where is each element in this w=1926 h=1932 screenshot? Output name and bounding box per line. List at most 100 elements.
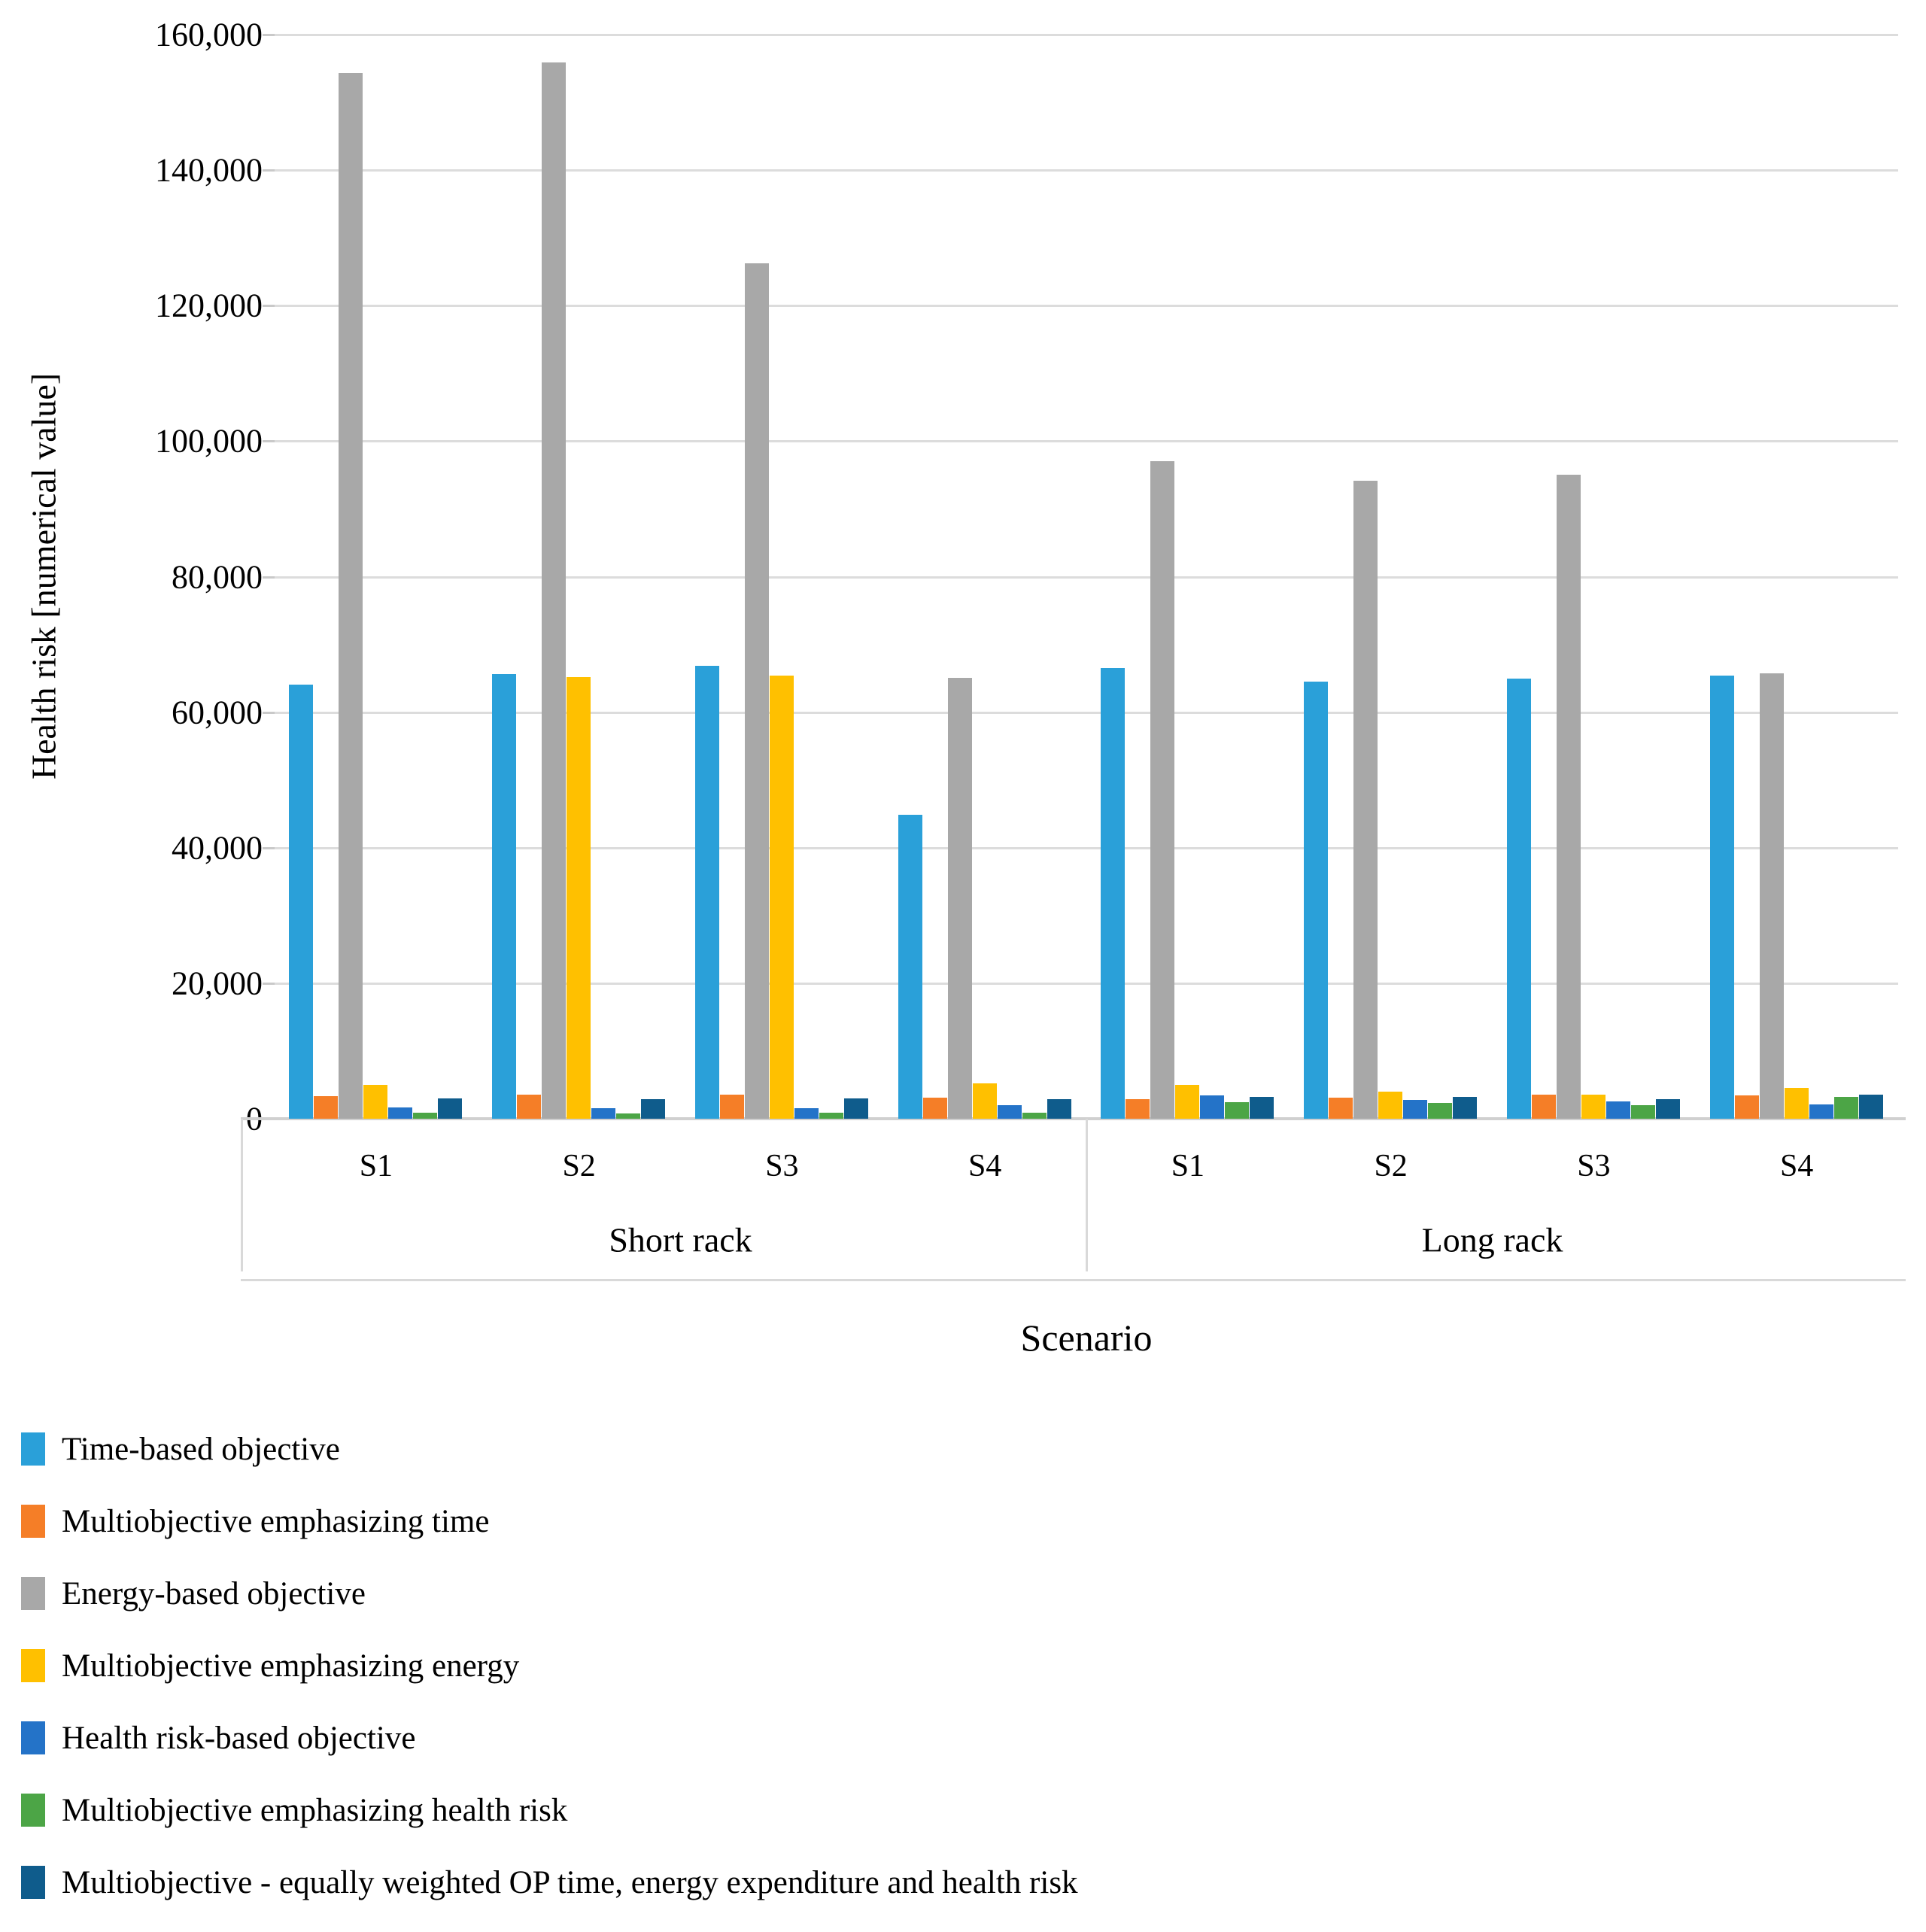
bar-S2-series4	[1378, 1091, 1403, 1119]
bar-S4-series7	[1858, 1095, 1883, 1119]
gridline-40,000	[275, 846, 1898, 849]
bar-S2-series1	[1304, 682, 1329, 1119]
gridline-160,000	[275, 34, 1898, 36]
x-category-label: S3	[1577, 1149, 1611, 1183]
y-tick-label: 140,000	[155, 151, 263, 189]
legend-item: Multiobjective emphasizing time	[21, 1499, 489, 1544]
bar-S3-series6	[819, 1112, 843, 1119]
category-band-left-border	[241, 1119, 243, 1271]
bar-S1-series2	[1126, 1098, 1150, 1119]
bar-S3-series7	[1655, 1098, 1680, 1119]
bar-S3-series4	[1581, 1095, 1606, 1119]
x-axis-title: Scenario	[1020, 1317, 1153, 1359]
bar-S3-series5	[1606, 1101, 1630, 1119]
legend-label: Multiobjective emphasizing health risk	[62, 1792, 568, 1828]
legend-swatch-series3	[21, 1577, 45, 1610]
bar-S1-series3	[1150, 461, 1175, 1119]
legend-swatch-series4	[21, 1649, 45, 1682]
bar-S1-series1	[289, 684, 314, 1119]
y-axis-tick	[263, 34, 275, 36]
panel-label-long-rack: Long rack	[1421, 1220, 1563, 1259]
bar-S1-series5	[388, 1107, 413, 1119]
x-category-label: S2	[1374, 1149, 1408, 1183]
legend-label: Health risk-based objective	[62, 1720, 416, 1756]
gridline-120,000	[275, 305, 1898, 308]
x-category-label: S4	[968, 1149, 1002, 1183]
legend-swatch-series6	[21, 1794, 45, 1827]
legend-item: Health risk-based objective	[21, 1715, 415, 1760]
y-tick-label: 20,000	[172, 964, 263, 1002]
legend-label: Multiobjective emphasizing time	[62, 1503, 490, 1539]
legend-label: Multiobjective - equally weighted OP tim…	[62, 1864, 1078, 1900]
x-category-label: S1	[1171, 1149, 1205, 1183]
bar-S1-series4	[1175, 1084, 1200, 1119]
y-tick-label: 40,000	[172, 829, 263, 867]
bar-S1-series1	[1101, 668, 1126, 1119]
legend-swatch-series7	[21, 1866, 45, 1899]
bar-S4-series4	[972, 1083, 997, 1119]
y-tick-label: 60,000	[172, 694, 263, 731]
legend-label: Energy-based objective	[62, 1575, 366, 1612]
y-tick-label: 0	[74, 1100, 263, 1138]
x-category-label: S2	[562, 1149, 596, 1183]
bar-S4-series4	[1784, 1087, 1809, 1119]
bar-S1-series5	[1200, 1095, 1225, 1119]
bar-S1-series7	[1250, 1097, 1274, 1119]
bar-S1-series7	[438, 1098, 463, 1119]
legend-swatch-series5	[21, 1721, 45, 1754]
bar-S4-series5	[1809, 1104, 1833, 1119]
bar-S4-series5	[997, 1104, 1022, 1119]
bar-S3-series3	[744, 263, 769, 1119]
y-axis-tick	[263, 576, 275, 579]
y-tick-label: 160,000	[155, 16, 263, 53]
legend-swatch-series1	[21, 1432, 45, 1466]
bar-S2-series3	[542, 62, 567, 1119]
bar-S3-series4	[769, 675, 794, 1119]
bar-S2-series5	[591, 1108, 616, 1119]
y-tick-label: 100,000	[155, 422, 263, 460]
bar-S4-series1	[1709, 675, 1734, 1119]
bar-S1-series6	[1225, 1102, 1250, 1119]
bar-S3-series2	[1531, 1095, 1556, 1119]
legend-swatch-series2	[21, 1505, 45, 1538]
bar-S3-series7	[843, 1098, 868, 1119]
bar-S3-series5	[794, 1108, 819, 1119]
bar-S3-series1	[694, 666, 719, 1119]
legend-item: Energy-based objective	[21, 1571, 366, 1616]
legend-item: Multiobjective emphasizing energy	[21, 1643, 519, 1688]
bar-S3-series6	[1630, 1104, 1655, 1119]
bar-S3-series1	[1506, 679, 1531, 1119]
bar-S1-series3	[339, 73, 363, 1119]
bar-S2-series1	[492, 674, 517, 1119]
panel-label-short-rack: Short rack	[609, 1220, 752, 1259]
bar-S2-series6	[1428, 1103, 1453, 1119]
gridline-20,000	[275, 982, 1898, 985]
bar-S4-series3	[1759, 673, 1784, 1119]
x-axis-line	[241, 1117, 1906, 1120]
x-category-label: S1	[359, 1149, 393, 1183]
legend-item: Time-based objective	[21, 1426, 340, 1472]
bar-S2-series7	[1453, 1097, 1478, 1119]
y-axis-tick	[263, 305, 275, 308]
bar-S4-series2	[1734, 1095, 1759, 1119]
bar-S4-series1	[898, 814, 922, 1119]
bar-S1-series2	[314, 1096, 339, 1119]
y-axis-tick	[263, 169, 275, 172]
legend-label: Multiobjective emphasizing energy	[62, 1648, 520, 1684]
panel-divider	[1086, 1119, 1088, 1271]
bar-S2-series2	[517, 1095, 542, 1119]
legend-item: Multiobjective - equally weighted OP tim…	[21, 1860, 1078, 1905]
legend-item: Multiobjective emphasizing health risk	[21, 1788, 567, 1833]
bar-S3-series3	[1556, 475, 1581, 1119]
gridline-60,000	[275, 711, 1898, 714]
bar-S1-series4	[363, 1084, 388, 1119]
bar-S2-series4	[567, 676, 591, 1119]
y-axis-title: Health risk [numerical value]	[24, 372, 63, 780]
category-band-bottom-border	[241, 1279, 1906, 1281]
bar-S1-series6	[413, 1112, 438, 1119]
bar-S4-series2	[922, 1098, 947, 1119]
bar-S4-series6	[1022, 1112, 1047, 1119]
bar-S2-series5	[1403, 1099, 1428, 1119]
y-axis-tick	[263, 711, 275, 714]
